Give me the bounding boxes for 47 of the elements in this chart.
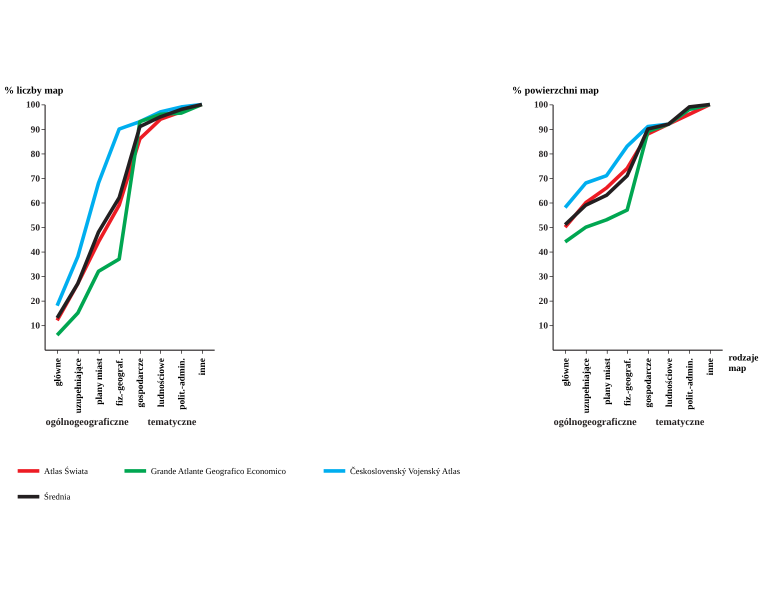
y-tick-label: 100 — [534, 100, 548, 111]
legend-label: Średnia — [44, 492, 71, 502]
y-tick-label: 20 — [538, 297, 548, 308]
y-tick-label: 50 — [30, 223, 40, 234]
x-tick-label: polit.-admin. — [177, 358, 188, 410]
chart-title: % powierzchni map — [512, 86, 600, 97]
y-tick-label: 20 — [30, 297, 40, 308]
x-tick-label: gospodarcze — [644, 358, 654, 408]
y-tick-label: 30 — [30, 272, 40, 282]
x-tick-label: inne — [198, 358, 208, 376]
y-tick-label: 70 — [538, 174, 548, 184]
legend-label: Atlas Świata — [44, 466, 88, 476]
y-tick-label: 40 — [30, 248, 40, 258]
y-tick-label: 60 — [538, 198, 548, 209]
x-tick-label: plany miast — [94, 357, 105, 405]
x-tick-label: plany miast — [602, 357, 613, 405]
chart-title: % liczby map — [4, 86, 64, 97]
y-tick-label: 100 — [26, 100, 40, 111]
x-axis-title: rodzaje map — [728, 353, 758, 374]
x-tick-label: uzupełniające — [582, 358, 592, 414]
x-tick-label: główne — [53, 358, 64, 386]
x-tick-label: inne — [706, 358, 716, 376]
x-tick-label: uzupełniające — [74, 358, 84, 414]
x-tick-label: gospodarcze — [136, 358, 146, 408]
text: tematyczne — [148, 416, 197, 428]
legend-label: Československý Vojenský Atlas — [350, 466, 461, 476]
y-tick-label: 80 — [30, 150, 40, 160]
legend-label: Grande Atlante Geografico Economico — [150, 466, 286, 476]
y-tick-label: 80 — [538, 150, 548, 160]
y-tick-label: 10 — [30, 322, 40, 332]
text: ogólnogeograficzne — [554, 416, 638, 428]
y-tick-label: 50 — [538, 223, 548, 234]
y-tick-label: 30 — [538, 272, 548, 282]
x-tick-label: polit.-admin. — [685, 358, 696, 410]
y-tick-label: 70 — [30, 174, 40, 184]
y-tick-label: 90 — [30, 125, 40, 136]
text: tematyczne — [656, 416, 705, 428]
x-tick-label: ludnościowe — [156, 358, 167, 408]
y-tick-label: 90 — [538, 125, 548, 136]
x-tick-label: fiz.-geograf. — [623, 358, 634, 406]
x-tick-label: główne — [561, 358, 572, 386]
x-tick-label: ludnościowe — [664, 358, 675, 408]
text: ogólnogeograficzne — [46, 416, 130, 428]
x-tick-label: fiz.-geograf. — [115, 358, 126, 406]
y-tick-label: 10 — [538, 322, 548, 332]
y-tick-label: 40 — [538, 248, 548, 258]
y-tick-label: 60 — [30, 198, 40, 209]
